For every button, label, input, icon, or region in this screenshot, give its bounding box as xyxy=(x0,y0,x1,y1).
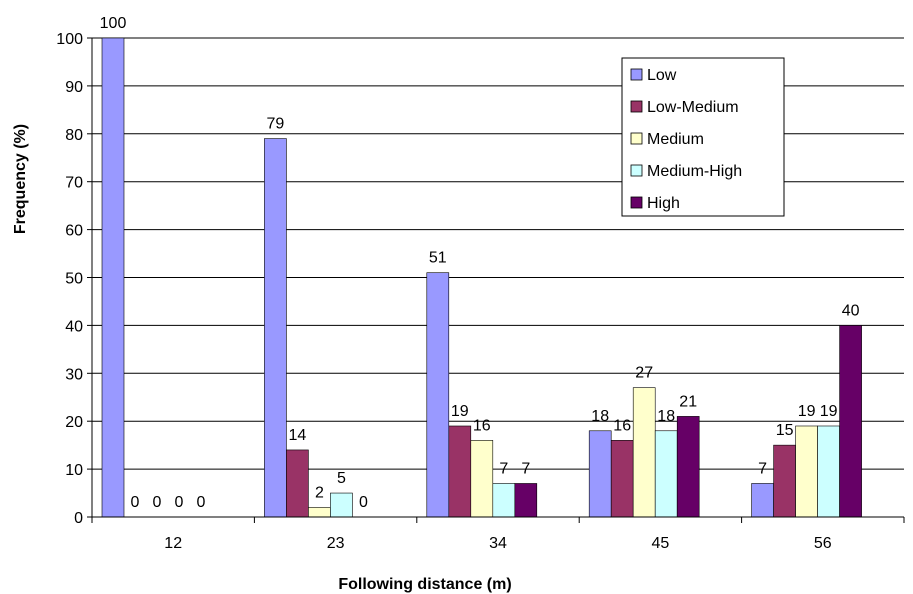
bar xyxy=(817,425,840,518)
y-tick-label: 30 xyxy=(65,366,83,383)
bar xyxy=(426,272,450,518)
y-tick-label: 20 xyxy=(65,414,83,431)
legend-label: Low xyxy=(647,67,677,84)
legend-label: High xyxy=(647,195,680,212)
data-label: 18 xyxy=(657,408,675,425)
data-label: 2 xyxy=(315,484,324,501)
data-label: 7 xyxy=(499,460,508,477)
data-label: 0 xyxy=(359,494,368,511)
bar xyxy=(751,483,774,518)
bar xyxy=(308,507,331,518)
bar xyxy=(492,483,516,518)
bar xyxy=(676,416,700,518)
bar xyxy=(632,387,656,518)
data-label: 79 xyxy=(267,116,285,133)
data-label: 0 xyxy=(197,494,206,511)
bar xyxy=(330,492,353,518)
y-tick-label: 80 xyxy=(65,127,83,144)
y-tick-label: 0 xyxy=(74,510,83,527)
data-label: 21 xyxy=(679,393,697,410)
legend-swatch xyxy=(630,132,643,145)
y-tick-label: 100 xyxy=(56,31,83,48)
y-tick-label: 50 xyxy=(65,271,83,288)
bar xyxy=(286,449,309,518)
data-label: 51 xyxy=(429,250,447,267)
y-tick-label: 90 xyxy=(65,79,83,96)
grid-lines xyxy=(92,37,904,470)
data-label: 0 xyxy=(153,494,162,511)
y-axis-title: Frequency (%) xyxy=(12,124,29,234)
bar xyxy=(773,444,796,518)
bar xyxy=(448,425,472,518)
legend-label: Low-Medium xyxy=(647,99,739,116)
x-tick-label: 12 xyxy=(164,535,182,552)
y-tick-label: 60 xyxy=(65,223,83,240)
data-label: 27 xyxy=(635,365,653,382)
data-label: 7 xyxy=(521,460,530,477)
data-label: 0 xyxy=(175,494,184,511)
bar xyxy=(470,440,494,518)
legend-label: Medium xyxy=(647,131,704,148)
legend-box xyxy=(621,57,785,217)
x-axis-title: Following distance (m) xyxy=(338,576,511,593)
data-label: 7 xyxy=(758,460,767,477)
data-label: 5 xyxy=(337,470,346,487)
data-label: 40 xyxy=(842,302,860,319)
data-label: 16 xyxy=(613,417,631,434)
legend-swatch xyxy=(630,68,643,81)
y-tick-label: 40 xyxy=(65,318,83,335)
bar xyxy=(264,138,287,518)
legend-swatch xyxy=(630,196,643,209)
legend: Low Low-Medium Medium Medium-High High xyxy=(621,57,785,217)
data-label: 19 xyxy=(451,403,469,420)
bar xyxy=(514,483,538,518)
data-label: 100 xyxy=(100,15,127,32)
data-label: 15 xyxy=(776,422,794,439)
data-label: 14 xyxy=(289,427,307,444)
y-tick-label: 70 xyxy=(65,175,83,192)
bar xyxy=(588,430,612,518)
data-label: 19 xyxy=(798,403,816,420)
x-tick-label: 56 xyxy=(814,535,832,552)
data-label: 19 xyxy=(820,403,838,420)
x-tick-labels: 12 23 34 45 56 xyxy=(164,535,831,552)
legend-swatch xyxy=(630,100,643,113)
bar xyxy=(610,440,634,518)
x-tick-label: 45 xyxy=(652,535,670,552)
y-tick-label: 10 xyxy=(65,462,83,479)
data-label: 16 xyxy=(473,417,491,434)
bar xyxy=(839,325,862,518)
x-tick-label: 23 xyxy=(327,535,345,552)
legend-swatch xyxy=(630,164,643,177)
bar xyxy=(101,37,125,518)
axes xyxy=(87,37,905,523)
y-tick-labels: 0 10 20 30 40 50 60 70 80 90 100 xyxy=(56,31,83,527)
bars xyxy=(101,37,862,518)
x-tick-label: 34 xyxy=(489,535,507,552)
bar xyxy=(654,430,678,518)
bar xyxy=(795,425,818,518)
data-label: 18 xyxy=(591,408,609,425)
data-label: 0 xyxy=(131,494,140,511)
legend-label: Medium-High xyxy=(647,163,742,180)
